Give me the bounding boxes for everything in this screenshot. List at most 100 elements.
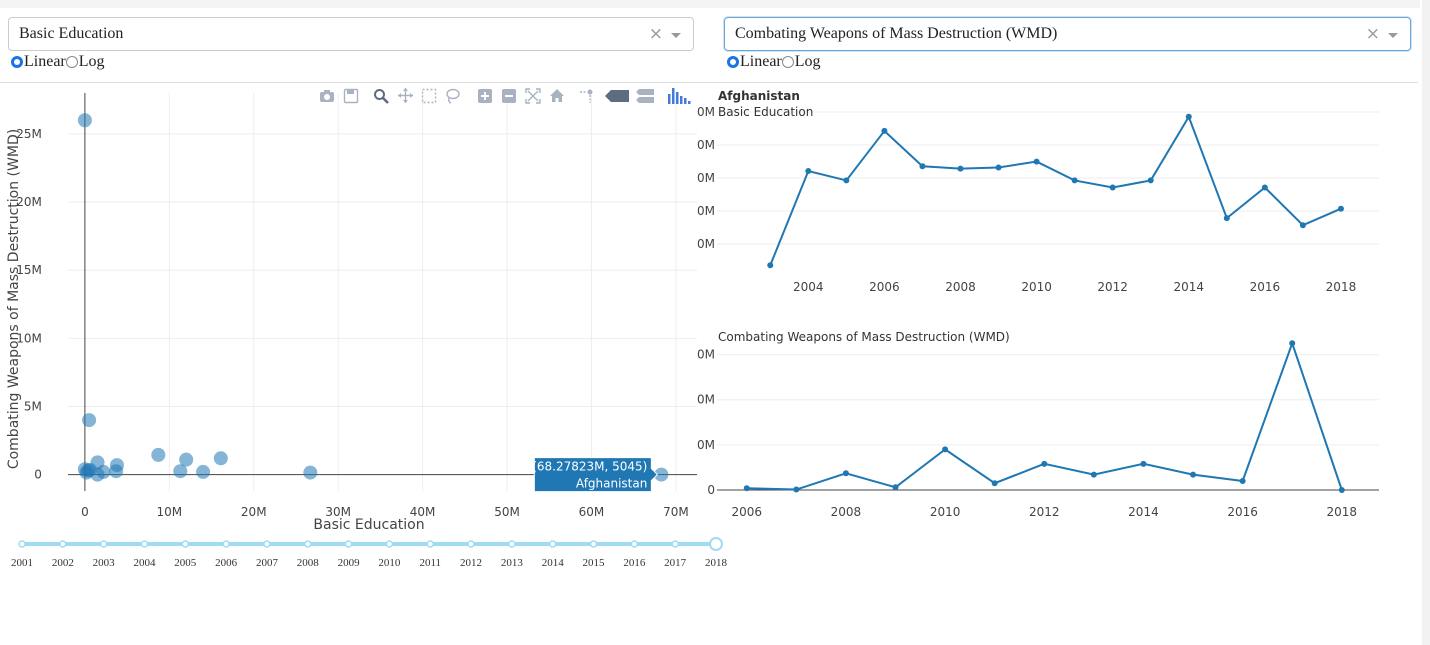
scatter-point[interactable] bbox=[77, 113, 92, 128]
scatter-point[interactable] bbox=[151, 447, 166, 462]
scatter-point[interactable] bbox=[654, 467, 669, 482]
slider-dot[interactable] bbox=[630, 540, 639, 548]
slider-dot[interactable] bbox=[18, 540, 26, 548]
line2-point[interactable] bbox=[743, 485, 750, 492]
spike-lines-icon[interactable] bbox=[580, 89, 593, 104]
scatter-point[interactable] bbox=[179, 452, 194, 467]
autoscale-icon[interactable] bbox=[525, 88, 541, 104]
zoom-in-icon[interactable] bbox=[478, 89, 492, 103]
slider-year-label[interactable]: 2016 bbox=[623, 557, 646, 569]
line1-point[interactable] bbox=[1109, 184, 1116, 191]
slider-year-label[interactable]: 2008 bbox=[297, 557, 320, 569]
line1-point[interactable] bbox=[1033, 158, 1040, 165]
slider-rail[interactable] bbox=[22, 542, 716, 546]
slider-dot[interactable] bbox=[304, 540, 312, 548]
slider-handle[interactable] bbox=[709, 537, 723, 551]
year-slider[interactable]: 2001 2002 2003 2004 2005 2006 2007 2008 2009 2010… bbox=[0, 535, 740, 575]
save-icon[interactable] bbox=[343, 88, 359, 104]
line1-point[interactable] bbox=[995, 164, 1002, 171]
right-linear-radio-circle[interactable] bbox=[727, 56, 739, 68]
slider-dot[interactable] bbox=[671, 540, 679, 548]
line1-point[interactable] bbox=[1299, 222, 1306, 229]
left-linear-radio[interactable]: Linear bbox=[11, 53, 66, 71]
scatter-point[interactable] bbox=[303, 465, 318, 480]
slider-year-label[interactable]: 2005 bbox=[174, 557, 197, 569]
line2-point[interactable] bbox=[842, 470, 849, 477]
line1-point[interactable] bbox=[1223, 215, 1230, 222]
line1-point[interactable] bbox=[805, 168, 812, 174]
hover-closest-icon[interactable] bbox=[605, 90, 629, 102]
slider-dot[interactable] bbox=[222, 540, 230, 548]
right-indicator-dropdown[interactable]: Combating Weapons of Mass Destruction (W… bbox=[724, 17, 1411, 51]
right-chevron-down-icon[interactable] bbox=[1388, 33, 1398, 38]
slider-year-label[interactable]: 2013 bbox=[501, 557, 524, 569]
slider-dot[interactable] bbox=[181, 540, 190, 548]
line2-point[interactable] bbox=[1338, 487, 1345, 493]
line2-point[interactable] bbox=[1090, 471, 1097, 478]
slider-year-label[interactable]: 2017 bbox=[664, 557, 687, 569]
left-log-radio-circle[interactable] bbox=[65, 56, 78, 68]
pan-icon[interactable] bbox=[398, 88, 413, 103]
slider-year-label[interactable]: 2002 bbox=[52, 557, 74, 569]
slider-year-label[interactable]: 2001 bbox=[11, 557, 33, 569]
line2-point[interactable] bbox=[793, 486, 800, 493]
right-log-radio-circle[interactable] bbox=[781, 56, 794, 68]
slider-year-label[interactable]: 2007 bbox=[256, 557, 279, 569]
slider-dot[interactable] bbox=[263, 540, 271, 548]
hover-compare-icon[interactable] bbox=[636, 89, 654, 103]
slider-dot[interactable] bbox=[59, 540, 67, 548]
scatter-point[interactable] bbox=[82, 413, 97, 428]
slider-year-label[interactable]: 2003 bbox=[93, 557, 116, 569]
scatter-point[interactable] bbox=[213, 451, 228, 466]
line2-point[interactable] bbox=[991, 480, 998, 487]
line2-point[interactable] bbox=[1041, 460, 1048, 467]
line2-point[interactable] bbox=[1239, 477, 1246, 484]
scatter-point[interactable] bbox=[196, 464, 211, 479]
line1-point[interactable] bbox=[957, 165, 964, 172]
zoom-icon[interactable] bbox=[374, 89, 389, 104]
slider-year-label[interactable]: 2015 bbox=[583, 557, 606, 569]
slider-year-label[interactable]: 2006 bbox=[215, 557, 238, 569]
lasso-icon[interactable] bbox=[446, 88, 460, 104]
camera-icon[interactable] bbox=[320, 90, 334, 102]
line2-point[interactable] bbox=[1140, 460, 1147, 467]
left-clear-icon[interactable]: × bbox=[648, 24, 663, 44]
reset-axes-icon[interactable] bbox=[550, 89, 564, 102]
scatter-chart[interactable]: 0 10M 20M 30M 40M 50M 60M 70M 0 5M 10M 15M 20M 25M (6… bbox=[0, 85, 700, 535]
slider-year-label[interactable]: 2018 bbox=[705, 557, 728, 569]
slider-dot[interactable] bbox=[508, 540, 516, 548]
scatter-point[interactable] bbox=[109, 458, 124, 473]
plotly-logo-icon[interactable] bbox=[668, 88, 691, 104]
scatter-point[interactable] bbox=[173, 464, 188, 479]
line1-point[interactable] bbox=[1147, 177, 1154, 184]
slider-dot[interactable] bbox=[99, 540, 108, 548]
slider-dot[interactable] bbox=[589, 540, 598, 548]
scatter-point[interactable] bbox=[96, 464, 111, 479]
line2-point[interactable] bbox=[942, 446, 949, 453]
line2-point[interactable] bbox=[1190, 471, 1197, 478]
left-indicator-dropdown[interactable]: Basic Education × bbox=[8, 17, 694, 51]
right-clear-icon[interactable]: × bbox=[1365, 24, 1380, 44]
line1-point[interactable] bbox=[767, 262, 774, 269]
slider-dot[interactable] bbox=[140, 540, 149, 548]
slider-year-label[interactable]: 2009 bbox=[338, 557, 361, 569]
line1-point[interactable] bbox=[1185, 113, 1192, 120]
line1-point[interactable] bbox=[919, 163, 926, 170]
line2-point[interactable] bbox=[1289, 340, 1296, 347]
slider-year-label[interactable]: 2010 bbox=[378, 557, 401, 569]
left-chevron-down-icon[interactable] bbox=[671, 33, 681, 38]
wmd-line-chart[interactable]: 2006 2008 2010 2012 2014 2016 2018 0 0M 0M 0M Comb… bbox=[697, 322, 1397, 522]
line1-point[interactable] bbox=[843, 177, 850, 184]
left-linear-radio-circle[interactable] bbox=[11, 56, 23, 68]
line1-point[interactable] bbox=[1071, 177, 1078, 184]
slider-dot[interactable] bbox=[467, 540, 475, 548]
slider-dot[interactable] bbox=[548, 540, 557, 548]
basic-education-line-chart[interactable]: 2004 2006 2008 2010 2012 2014 2016 2018 0M 0M 0M 0M… bbox=[697, 85, 1397, 300]
right-log-radio[interactable]: Log bbox=[781, 53, 821, 71]
right-linear-radio[interactable]: Linear bbox=[727, 53, 782, 71]
slider-year-label[interactable]: 2011 bbox=[419, 557, 441, 569]
slider-year-label[interactable]: 2012 bbox=[460, 557, 482, 569]
box-select-icon[interactable] bbox=[421, 88, 437, 104]
slider-dot[interactable] bbox=[426, 540, 434, 548]
line1-point[interactable] bbox=[1337, 205, 1344, 212]
